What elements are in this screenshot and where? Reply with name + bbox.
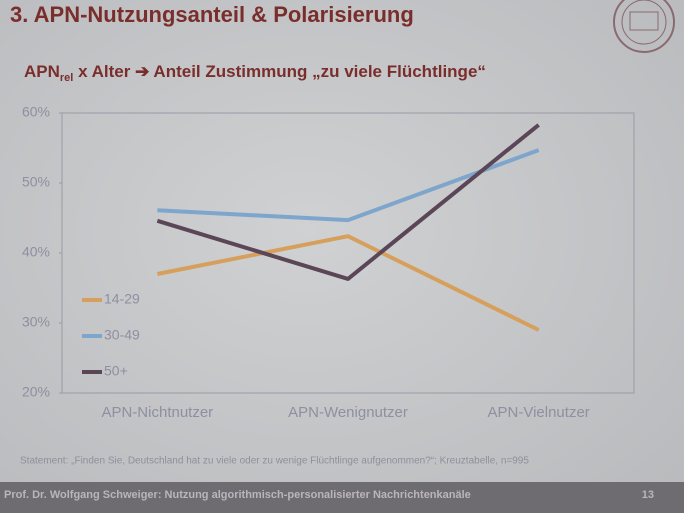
x-tick-label: APN-Wenignutzer (288, 404, 408, 421)
series-line (157, 148, 540, 223)
subtitle: APNrel x Alter ➔ Anteil Zustimmung „zu v… (24, 62, 486, 83)
y-tick-label: 60% (22, 104, 50, 120)
footer-text: Prof. Dr. Wolfgang Schweiger: Nutzung al… (4, 489, 471, 501)
y-tick-label: 30% (22, 314, 50, 330)
legend-label: 50+ (104, 363, 128, 379)
footer-bar (0, 482, 684, 513)
x-tick-label: APN-Nichtnutzer (101, 404, 213, 421)
logo (613, 0, 675, 53)
y-tick-label: 40% (22, 244, 50, 260)
x-tick-label: APN-Vielnutzer (488, 404, 590, 421)
legend-label: 14-29 (104, 291, 140, 307)
legend-label: 30-49 (104, 327, 140, 343)
page-number: 13 (642, 489, 654, 501)
subtitle-text: APN (24, 62, 60, 81)
subtitle-subscript: rel (60, 72, 73, 84)
series-line (156, 234, 540, 332)
y-tick-label: 50% (22, 174, 50, 190)
note: Statement: „Finden Sie, Deutschland hat … (20, 456, 529, 467)
series-line (156, 123, 540, 281)
slide-title: 3. APN-Nutzungsanteil & Polarisierung (10, 2, 414, 27)
subtitle-text: x Alter ➔ Anteil Zustimmung „zu viele Fl… (73, 62, 486, 81)
y-tick-label: 20% (22, 384, 50, 400)
